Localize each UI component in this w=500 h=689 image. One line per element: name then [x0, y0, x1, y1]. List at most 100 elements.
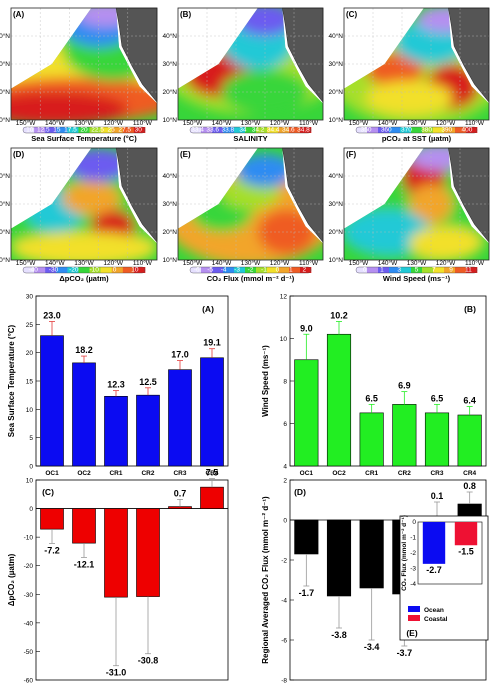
x-tick-label: CR2	[141, 470, 154, 477]
map-lat-tick: 30°N	[0, 200, 10, 208]
map-lon-tick: 130°W	[74, 259, 94, 267]
colorbar-tick: 12.5	[37, 127, 50, 134]
colorbar-tick: 33.4	[191, 127, 204, 134]
legend-swatch	[408, 606, 420, 612]
colorbar-frame	[189, 126, 312, 134]
colorbar-swatch	[89, 127, 101, 133]
y-tick-label: -30	[24, 592, 34, 599]
colorbar-swatch	[389, 127, 401, 133]
colorbar-swatch	[45, 127, 57, 133]
colorbar-swatch	[67, 267, 79, 273]
colorbar-swatch	[100, 127, 113, 133]
map-panel-a: 10°N 20°N 30°N 40°N 150°W 140°W 130°W 120°W 110°…	[0, 7, 158, 143]
colorbar-tick: 34.6	[282, 127, 295, 134]
x-tick-label: CR4	[205, 470, 218, 477]
y-tick-label: 5	[29, 435, 33, 442]
bar-oc2	[72, 508, 96, 544]
map-panel-label: (D)	[13, 150, 24, 159]
map-frame	[10, 147, 158, 261]
colorbar-frame	[355, 126, 478, 134]
map-frame	[10, 7, 158, 121]
map-lat-tick: 40°N	[328, 172, 343, 180]
map-lon-tick: 140°W	[212, 259, 232, 267]
colorbar-swatch	[466, 127, 478, 133]
bar-cr4	[200, 357, 224, 467]
map-lat-tick: 30°N	[0, 60, 10, 68]
colorbar-swatch	[212, 267, 224, 273]
colorbar-tick: -2	[248, 267, 254, 274]
map-lat-tick: 40°N	[0, 32, 10, 40]
x-tick-label: OC1	[45, 470, 59, 477]
map-lon-tick: 120°W	[436, 119, 456, 127]
map-lat-tick: 20°N	[0, 228, 10, 236]
bar-oc2	[326, 519, 352, 597]
value-label: 6.5	[431, 393, 444, 403]
colorbar-tick: 390	[441, 127, 452, 134]
colorbar-swatch	[256, 127, 268, 133]
value-label: -3.8	[331, 630, 347, 640]
colorbar-swatch	[267, 267, 279, 273]
y-tick-label: 0	[283, 518, 287, 525]
colorbar-swatch	[411, 127, 423, 133]
bar-oc1	[40, 508, 64, 530]
map-lat-tick: 20°N	[162, 88, 177, 96]
y-tick-label: 2	[283, 478, 287, 485]
map-lat-tick: 30°N	[328, 60, 343, 68]
colorbar-tick: 0	[276, 267, 280, 274]
colorbar-frame	[22, 126, 146, 134]
panel-label: (E)	[406, 628, 418, 638]
colorbar-swatch	[300, 127, 312, 133]
map-lat-tick: 20°N	[328, 228, 343, 236]
x-tick-label: CR1	[109, 470, 122, 477]
colorbar-tick: 380	[421, 127, 432, 134]
colorbar-swatch	[278, 127, 290, 133]
plot-frame	[35, 479, 229, 681]
map-lon-tick: 130°W	[241, 119, 261, 127]
value-label: -1.7	[299, 588, 315, 598]
colorbar-swatch	[378, 267, 390, 273]
colorbar-swatch	[400, 267, 412, 273]
map-panel-d: 10°N 20°N 30°N 40°N 150°W 140°W 130°W 120°W 110°…	[0, 147, 158, 283]
map-field-blob	[11, 232, 157, 260]
x-tick-label: CR3	[173, 470, 186, 477]
value-label: 18.2	[75, 345, 93, 355]
y-tick-label: 30	[26, 294, 34, 301]
y-tick-label: -4	[410, 581, 416, 588]
colorbar-frame	[22, 266, 146, 274]
inset-bar-coastal	[454, 522, 478, 546]
colorbar-swatch	[78, 267, 90, 273]
map-panel-c: 10°N 20°N 30°N 40°N 150°W 140°W 130°W 120°W 110°…	[328, 7, 490, 143]
colorbar-tick: 9	[449, 267, 453, 274]
colorbar-swatch	[455, 267, 467, 273]
colorbar-swatch	[201, 267, 213, 273]
value-label: 6.5	[365, 393, 378, 403]
colorbar-swatch	[356, 127, 368, 133]
colorbar-tick: 360	[381, 127, 392, 134]
colorbar-tick: 34.4	[267, 127, 280, 134]
y-axis-title: Wind Speed (ms⁻¹)	[261, 345, 270, 417]
map-frame	[177, 147, 324, 261]
legend-swatch	[408, 615, 420, 621]
colorbar-swatch	[223, 267, 235, 273]
colorbar-swatch	[111, 127, 124, 133]
colorbar-tick: 33.8	[221, 127, 234, 134]
colorbar-swatch	[23, 127, 35, 133]
colorbar-swatch	[133, 127, 146, 133]
map-lat-tick: 10°N	[162, 116, 177, 124]
value-label: -31.0	[106, 668, 127, 678]
colorbar-swatch	[367, 127, 379, 133]
colorbar-swatch	[245, 267, 257, 273]
y-tick-label: 0	[29, 464, 33, 471]
colorbar-tick: 17.5	[64, 127, 77, 134]
map-lat-tick: 10°N	[328, 116, 343, 124]
bar-cr1	[359, 519, 384, 589]
colorbar-swatch	[190, 267, 202, 273]
map-lat-tick: 10°N	[0, 116, 10, 124]
map-panel-label: (E)	[180, 150, 191, 159]
value-label: -3.4	[364, 642, 380, 652]
value-label: -2.7	[426, 565, 442, 575]
value-label: 12.5	[139, 377, 157, 387]
value-label: 6.4	[463, 396, 476, 406]
bar-cr1	[359, 412, 384, 467]
map-lat-tick: 20°N	[328, 88, 343, 96]
